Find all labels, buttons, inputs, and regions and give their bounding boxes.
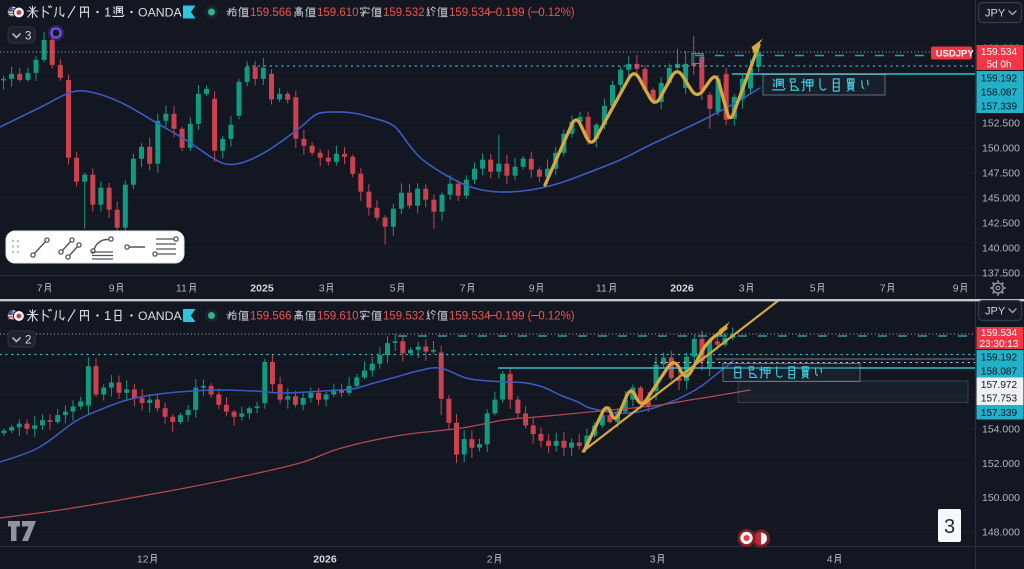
- svg-text:JPY: JPY: [985, 8, 1006, 20]
- svg-text:159.610: 159.610: [317, 311, 359, 323]
- svg-text:0.199 (: 0.199 (: [496, 311, 532, 323]
- svg-text:2: 2: [487, 554, 493, 566]
- svg-text:12: 12: [137, 554, 149, 566]
- svg-text:9: 9: [109, 283, 115, 295]
- svg-text:1: 1: [104, 308, 111, 323]
- svg-text:23:30:13: 23:30:13: [980, 339, 1019, 350]
- svg-text:7: 7: [880, 283, 886, 295]
- svg-text:159.534: 159.534: [449, 311, 491, 323]
- svg-text:140.000: 140.000: [982, 242, 1020, 254]
- svg-text:9: 9: [529, 283, 535, 295]
- svg-text:150.000: 150.000: [982, 492, 1020, 504]
- svg-text:157.753: 157.753: [981, 394, 1018, 405]
- svg-text:2025: 2025: [250, 283, 274, 295]
- svg-text:158.087: 158.087: [981, 88, 1018, 99]
- svg-text:2: 2: [25, 335, 31, 347]
- svg-text:157.339: 157.339: [981, 408, 1018, 419]
- svg-text:3: 3: [319, 283, 325, 295]
- svg-text:154.000: 154.000: [982, 424, 1020, 436]
- svg-text:159.566: 159.566: [250, 7, 292, 19]
- svg-text:159.192: 159.192: [981, 353, 1018, 364]
- svg-text:159.192: 159.192: [981, 74, 1018, 85]
- svg-text:142.500: 142.500: [982, 217, 1020, 229]
- svg-text:9: 9: [953, 283, 959, 295]
- svg-text:152.500: 152.500: [982, 118, 1020, 130]
- svg-text:7: 7: [37, 283, 43, 295]
- svg-text:3: 3: [25, 31, 31, 43]
- svg-text:2026: 2026: [313, 554, 337, 566]
- svg-text:2026: 2026: [670, 283, 694, 295]
- svg-text:5: 5: [390, 283, 396, 295]
- svg-text:1: 1: [104, 5, 111, 20]
- svg-text:150.000: 150.000: [982, 143, 1020, 155]
- svg-text:4: 4: [827, 554, 833, 566]
- svg-text:USDJPY: USDJPY: [936, 48, 975, 59]
- svg-text:159.566: 159.566: [250, 311, 292, 323]
- svg-text:11: 11: [176, 283, 187, 295]
- svg-text:3: 3: [650, 554, 656, 566]
- svg-text:137.500: 137.500: [982, 267, 1020, 279]
- svg-text:OANDA: OANDA: [138, 5, 183, 19]
- svg-text:159.534: 159.534: [981, 47, 1018, 58]
- svg-text:147.500: 147.500: [982, 167, 1020, 179]
- svg-text:152.000: 152.000: [982, 458, 1020, 470]
- svg-text:5d 0h: 5d 0h: [987, 59, 1012, 70]
- svg-text:159.532: 159.532: [383, 7, 425, 19]
- svg-text:5: 5: [810, 283, 816, 295]
- svg-text:11: 11: [596, 283, 607, 295]
- svg-text:157.972: 157.972: [981, 380, 1018, 391]
- svg-text:0.199 (: 0.199 (: [496, 7, 532, 19]
- svg-text:7: 7: [460, 283, 466, 295]
- svg-text:JPY: JPY: [985, 306, 1006, 318]
- svg-text:0.12%): 0.12%): [538, 7, 575, 19]
- svg-text:159.610: 159.610: [317, 7, 359, 19]
- svg-text:OANDA: OANDA: [138, 309, 183, 323]
- svg-text:159.534: 159.534: [449, 7, 491, 19]
- svg-text:157.339: 157.339: [981, 102, 1018, 113]
- svg-text:0.12%): 0.12%): [538, 311, 575, 323]
- svg-text:3: 3: [944, 516, 955, 538]
- svg-text:159.534: 159.534: [981, 328, 1018, 339]
- svg-text:159.532: 159.532: [383, 311, 425, 323]
- svg-text:148.000: 148.000: [982, 526, 1020, 538]
- svg-text:3: 3: [739, 283, 745, 295]
- svg-text:158.087: 158.087: [981, 366, 1018, 377]
- svg-text:145.000: 145.000: [982, 192, 1020, 204]
